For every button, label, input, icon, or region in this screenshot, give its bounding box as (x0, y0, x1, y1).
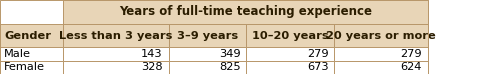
Text: 673: 673 (307, 62, 328, 72)
Bar (0, 24, 63, 47)
Text: 20 years or more: 20 years or more (326, 30, 436, 41)
Bar (334, 24, 428, 47)
Bar (0, 61, 63, 74)
Bar (169, 47, 246, 61)
Text: Female: Female (4, 62, 45, 72)
Bar (63, 47, 169, 61)
Text: 279: 279 (400, 49, 422, 59)
Text: Years of full-time teaching experience: Years of full-time teaching experience (119, 5, 372, 18)
Text: 3–9 years: 3–9 years (177, 30, 238, 41)
Text: 825: 825 (219, 62, 240, 72)
Text: 143: 143 (141, 49, 162, 59)
Bar (334, 47, 428, 61)
Text: Male: Male (4, 49, 31, 59)
Text: 10–20 years: 10–20 years (252, 30, 329, 41)
Bar (169, 61, 246, 74)
Text: 624: 624 (400, 62, 422, 72)
Text: Less than 3 years: Less than 3 years (59, 30, 173, 41)
Bar (0, 47, 63, 61)
Bar (63, 0, 428, 24)
Bar (63, 0, 428, 24)
Bar (246, 24, 334, 47)
Text: 279: 279 (307, 49, 328, 59)
Bar (0, 0, 63, 24)
Bar (246, 61, 334, 74)
Text: 328: 328 (141, 62, 162, 72)
Bar (63, 61, 169, 74)
Bar (63, 24, 169, 47)
Bar (334, 61, 428, 74)
Bar (169, 24, 246, 47)
Text: 349: 349 (219, 49, 240, 59)
Text: Gender: Gender (4, 30, 51, 41)
Bar (0, 0, 428, 74)
Bar (246, 47, 334, 61)
